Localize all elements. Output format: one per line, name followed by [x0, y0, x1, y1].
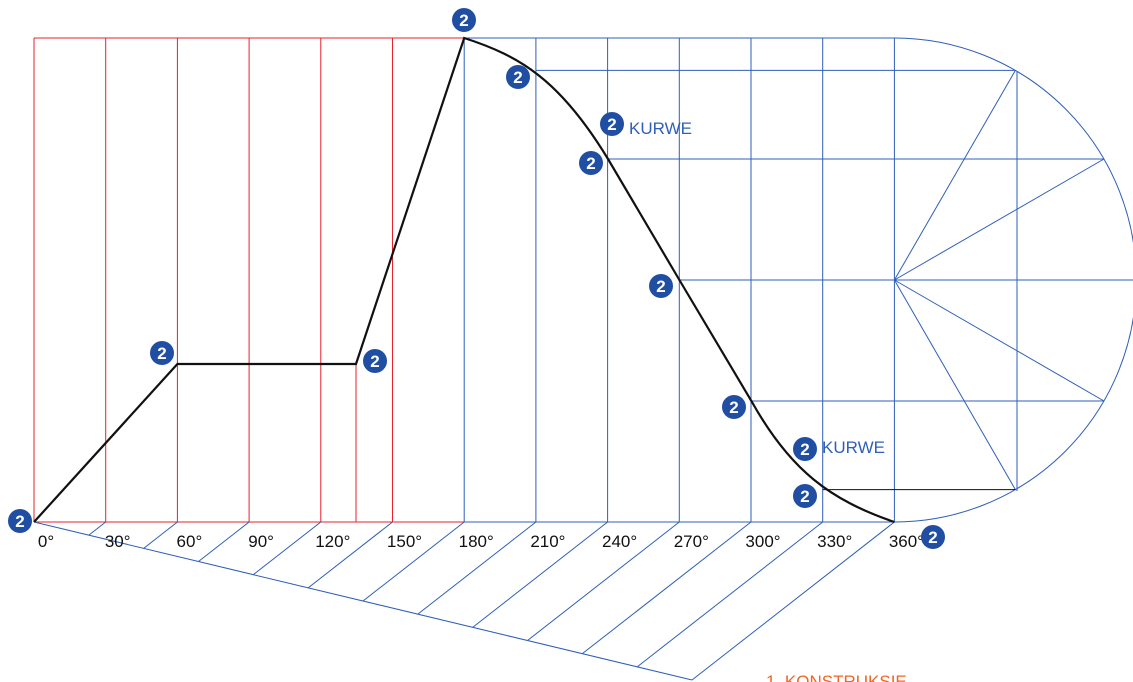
- badge-circle: [8, 509, 32, 533]
- badge-circle: [579, 151, 603, 175]
- tick-label: 330°: [817, 532, 852, 551]
- point-badge: 2: [150, 341, 174, 365]
- badge-circle: [921, 525, 945, 549]
- division-line: [582, 521, 752, 655]
- badge-number: 2: [656, 277, 665, 296]
- badge-number: 2: [157, 344, 166, 363]
- division-line: [307, 521, 393, 589]
- badge-circle: [600, 112, 624, 136]
- radial-division-line: [894, 279, 1105, 402]
- badge-circle: [150, 341, 174, 365]
- point-badge: 2: [921, 525, 945, 549]
- badge-number: 2: [800, 440, 809, 459]
- badge-number: 2: [513, 68, 522, 87]
- badge-number: 2: [800, 487, 809, 506]
- division-line: [472, 521, 608, 628]
- tick-label: 60°: [177, 532, 203, 551]
- displacement-profile: [33, 36, 895, 524]
- point-badge: 2: [722, 395, 746, 419]
- point-badge: 2: [579, 151, 603, 175]
- point-badge: 2: [793, 437, 817, 461]
- tick-label: 360°: [889, 532, 924, 551]
- point-badge: 2: [793, 484, 817, 508]
- badge-number: 2: [586, 154, 595, 173]
- badge-circle: [452, 8, 476, 32]
- badge-number: 2: [928, 528, 937, 547]
- badge-number: 2: [607, 115, 616, 134]
- tick-label: 210°: [530, 532, 565, 551]
- curve-label-upper: KURWE: [629, 119, 692, 138]
- division-line: [636, 521, 824, 668]
- point-badge: 2: [8, 509, 32, 533]
- construction-lines: [535, 37, 1133, 523]
- radial-division-line: [893, 279, 1016, 490]
- tick-label: 240°: [602, 532, 637, 551]
- point-badge: 2: [452, 8, 476, 32]
- baseline-projection: [33, 521, 895, 681]
- point-badge: 2: [506, 65, 530, 89]
- badge-circle: [506, 65, 530, 89]
- tick-label: 30°: [105, 532, 131, 551]
- badge-number: 2: [370, 352, 379, 371]
- curve-label-lower: KURWE: [822, 438, 885, 457]
- tick-label: 90°: [248, 532, 274, 551]
- badge-circle: [793, 484, 817, 508]
- radial-division-line: [893, 70, 1016, 281]
- badge-circle: [793, 437, 817, 461]
- construction-caption: 1. KONSTRUKSIE: [766, 672, 907, 682]
- inclined-end-line: [691, 521, 895, 681]
- badge-number: 2: [729, 398, 738, 417]
- division-line: [253, 521, 322, 576]
- point-markers: 2 2 2 2 2 2 2 2 2 2 2 2: [8, 8, 945, 549]
- point-badge: 2: [363, 349, 387, 373]
- division-line: [417, 521, 537, 615]
- tick-label: 0°: [38, 532, 54, 551]
- division-line: [362, 521, 465, 602]
- tick-label: 150°: [387, 532, 422, 551]
- tick-label: 300°: [745, 532, 780, 551]
- badge-number: 2: [459, 11, 468, 30]
- division-line: [88, 521, 107, 536]
- radial-division-line: [894, 158, 1105, 281]
- tick-label: 270°: [674, 532, 709, 551]
- badge-circle: [722, 395, 746, 419]
- division-line: [198, 521, 250, 562]
- division-line: [527, 521, 680, 641]
- division-line: [143, 521, 178, 549]
- badge-number: 2: [15, 512, 24, 531]
- tick-label: 180°: [459, 532, 494, 551]
- point-badge: 2: [649, 274, 673, 298]
- construction-semicircle: [894, 37, 1133, 523]
- angle-tick-labels: 0° 30° 60° 90° 120° 150° 180° 210° 240° 270° 300° 3…: [38, 532, 924, 551]
- tick-label: 120°: [315, 532, 350, 551]
- point-badge: 2: [600, 112, 624, 136]
- badge-circle: [363, 349, 387, 373]
- rise-section-grid: [33, 37, 465, 523]
- badge-circle: [649, 274, 673, 298]
